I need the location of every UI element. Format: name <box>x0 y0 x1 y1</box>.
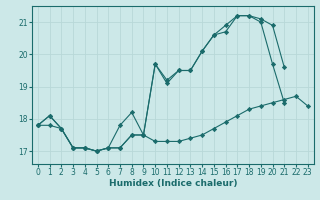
X-axis label: Humidex (Indice chaleur): Humidex (Indice chaleur) <box>108 179 237 188</box>
